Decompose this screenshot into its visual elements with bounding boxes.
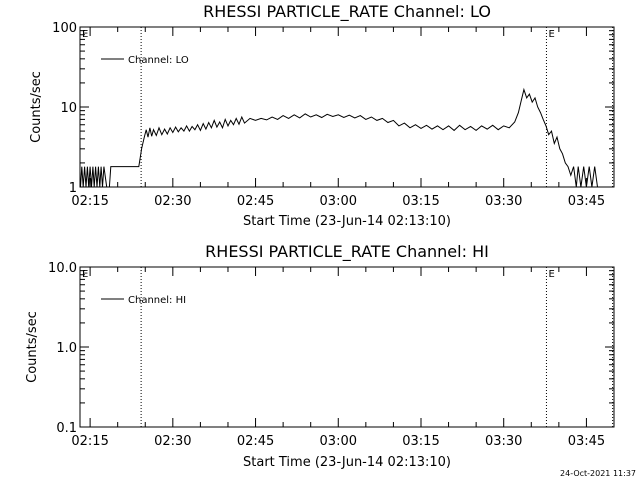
y-tick-label: 1.0 [56, 341, 77, 356]
y-tick-label: 10 [60, 101, 77, 116]
lo-x-axis-label: Start Time (23-Jun-14 02:13:10) [243, 214, 451, 229]
x-tick-label: 02:15 [71, 194, 108, 209]
x-tick-label: 02:15 [71, 434, 108, 449]
x-tick-label: 03:15 [402, 194, 439, 209]
x-tick-label: 03:30 [485, 194, 522, 209]
y-tick-label: 1 [69, 181, 77, 196]
hi-y-ticks: 0.1 1.0 10.0 [48, 261, 614, 436]
lo-legend-label: Channel: LO [128, 55, 189, 66]
series-line [80, 87, 598, 188]
hi-x-axis-label: Start Time (23-Jun-14 02:13:10) [243, 455, 451, 470]
event-marker-label: E [82, 29, 88, 40]
lo-plot-frame [79, 26, 615, 188]
x-tick-label: 03:15 [402, 434, 439, 449]
x-tick-label: 02:45 [237, 434, 274, 449]
x-tick-label: 03:30 [485, 434, 522, 449]
lo-series [80, 87, 598, 188]
x-tick-label: 03:45 [568, 194, 605, 209]
x-tick-label: 02:30 [154, 194, 191, 209]
lo-channel-panel: RHESSI PARTICLE_RATE Channel: LO 110100 … [29, 2, 615, 229]
lo-y-axis-label: Counts/sec [29, 71, 44, 143]
y-tick-label: 10.0 [48, 261, 77, 276]
lo-x-ticks: 02:15 02:30 02:45 03:00 03:15 03:30 03:45 [71, 27, 615, 209]
x-tick-label: 02:45 [237, 194, 274, 209]
hi-y-axis-label: Counts/sec [25, 311, 40, 383]
y-tick-label: 0.1 [56, 421, 77, 436]
lo-y-ticks: 1 10 100 [52, 21, 614, 196]
hi-plot-frame [79, 266, 615, 428]
x-tick-label: 03:45 [568, 434, 605, 449]
event-marker-label: E [548, 269, 554, 280]
y-tick-label: 100 [52, 21, 77, 36]
hi-x-ticks: 02:15 02:30 02:45 03:00 03:15 03:30 03:45 [71, 267, 615, 449]
hi-chart-title: RHESSI PARTICLE_RATE Channel: HI [205, 242, 489, 262]
x-tick-label: 03:00 [320, 194, 357, 209]
event-marker-label: E [548, 29, 554, 40]
event-marker-label: E [82, 269, 88, 280]
lo-chart-title: RHESSI PARTICLE_RATE Channel: LO [203, 2, 491, 22]
hi-channel-panel: RHESSI PARTICLE_RATE Channel: HI 0.1 1.0 1… [25, 242, 615, 470]
x-tick-label: 02:30 [154, 434, 191, 449]
generation-timestamp: 24-Oct-2021 11:37 [560, 469, 636, 478]
hi-legend-label: Channel: HI [128, 295, 186, 306]
x-tick-label: 03:00 [320, 434, 357, 449]
